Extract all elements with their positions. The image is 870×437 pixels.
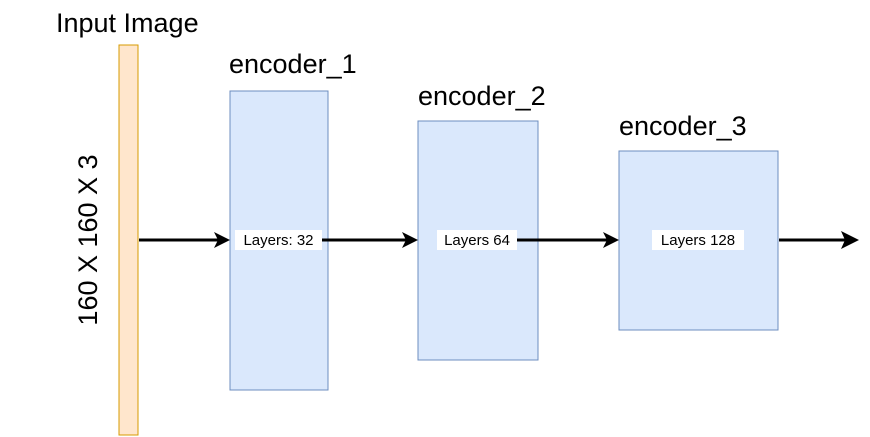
arrow-encoder-3-to-output xyxy=(779,231,859,249)
encoder-3-title: encoder_3 xyxy=(619,111,747,141)
encoder-2-layers-label: Layers 64 xyxy=(444,232,510,249)
encoder-3-layers-label: Layers 128 xyxy=(661,232,735,249)
encoder-3-label-background xyxy=(652,230,744,250)
encoder-1-layers-label: Layers: 32 xyxy=(243,232,313,249)
encoder-2-title: encoder_2 xyxy=(418,81,546,111)
encoder-1-label-background xyxy=(235,230,322,250)
arrow-encoder-2-to-encoder-3 xyxy=(517,232,619,248)
arrow-input-to-encoder-1 xyxy=(139,232,230,248)
arrow-encoder-1-to-encoder-2 xyxy=(322,232,418,248)
encoder-2-label-background xyxy=(437,230,517,250)
input-dimensions-label: 160 X 160 X 3 xyxy=(73,154,103,325)
encoder-1-title: encoder_1 xyxy=(229,49,357,79)
input-image-title: Input Image xyxy=(56,8,199,38)
input-image-bar xyxy=(118,44,139,436)
